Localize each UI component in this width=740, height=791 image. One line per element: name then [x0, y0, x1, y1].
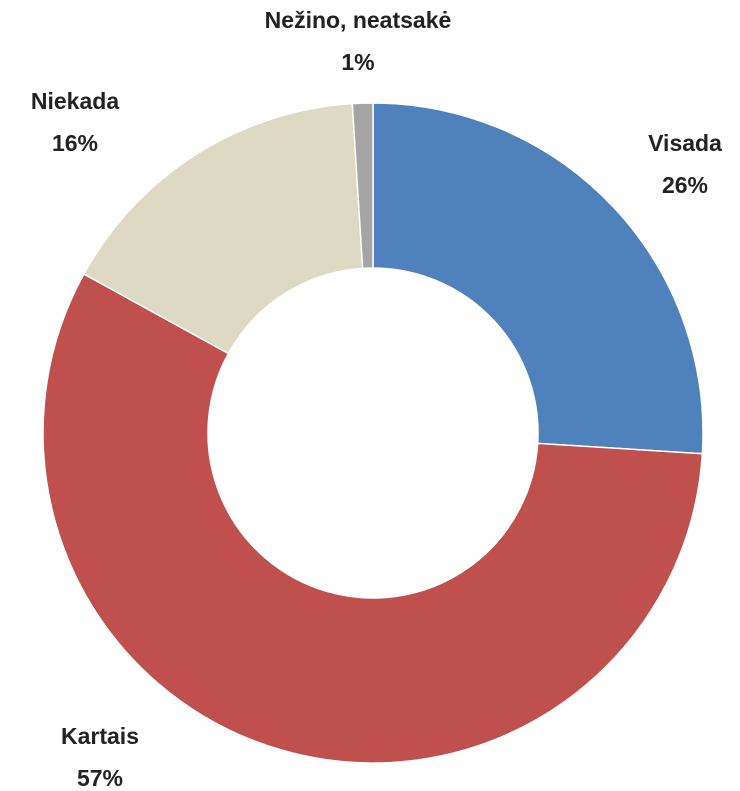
value-label: 26% — [662, 172, 708, 198]
category-label: Niekada — [31, 88, 119, 114]
category-label: Kartais — [61, 723, 139, 749]
value-label: 1% — [341, 49, 374, 75]
category-label: Nežino, neatsakė — [265, 7, 452, 33]
donut-slice — [372, 102, 704, 455]
value-label: 57% — [77, 765, 123, 791]
donut-slice — [42, 273, 704, 764]
donut-slice — [82, 102, 364, 355]
category-label: Visada — [648, 130, 722, 156]
donut-slice — [351, 102, 374, 270]
value-label: 16% — [52, 130, 98, 156]
